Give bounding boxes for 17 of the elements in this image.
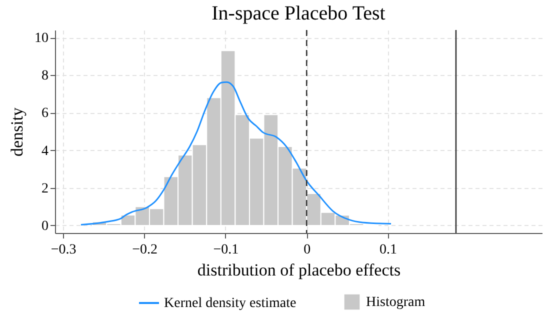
y-tick-label: 8	[42, 68, 48, 84]
y-axis-title: density	[8, 106, 26, 157]
x-tick-label: −0.1	[213, 242, 239, 258]
x-tick-label: −0.3	[50, 242, 76, 258]
x-tick-label: 0	[304, 242, 311, 258]
legend-label: Histogram	[366, 295, 426, 310]
x-axis-title: distribution of placebo effects	[197, 260, 401, 280]
chart-title: In-space Placebo Test	[212, 2, 386, 24]
legend-label: Kernel density estimate	[164, 296, 296, 311]
y-tick-label: 10	[34, 31, 48, 46]
y-tick-label: 2	[42, 181, 48, 196]
y-tick-label: 0	[42, 218, 48, 234]
y-tick-label: 6	[42, 106, 48, 122]
line-series	[80, 81, 392, 226]
x-tick-label: 0.1	[380, 242, 398, 258]
y-tick-label: 4	[42, 144, 48, 159]
x-tick-label: −0.2	[132, 242, 158, 258]
